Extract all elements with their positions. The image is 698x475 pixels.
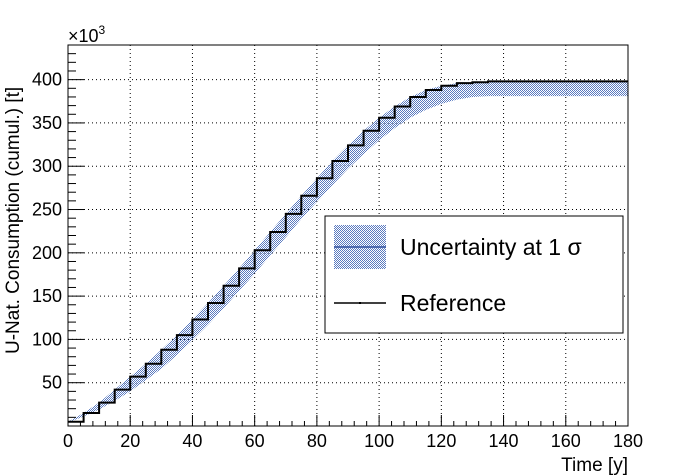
x-tick-label-4: 80 [307, 431, 327, 451]
x-tick-labels: 0 20 40 60 80 100 120 140 160 180 [63, 431, 643, 451]
legend-box [324, 215, 624, 334]
x-tick-label-9: 180 [613, 431, 643, 451]
reference-layer [68, 80, 628, 423]
y-tick-label-4: 250 [32, 200, 62, 220]
y-tick-label-0: 50 [42, 373, 62, 393]
reference-line [68, 80, 628, 423]
x-tick-label-3: 60 [245, 431, 265, 451]
x-tick-label-2: 40 [182, 431, 202, 451]
y-multiplier-exponent: 3 [99, 23, 106, 37]
x-axis-title: Time [y] [561, 455, 628, 475]
legend-label-reference: Reference [400, 290, 506, 316]
y-multiplier-label: ×103 [68, 23, 106, 46]
x-tick-label-1: 20 [120, 431, 140, 451]
y-multiplier-base: ×10 [68, 26, 99, 46]
y-tick-labels: 50 100 150 200 250 300 350 400 [32, 70, 62, 393]
axis-ticks [67, 44, 629, 427]
legend-reference-marker [359, 302, 361, 304]
legend: Uncertainty at 1 σ Reference [324, 215, 624, 334]
x-tick-label-0: 0 [63, 431, 73, 451]
y-tick-label-1: 100 [32, 329, 62, 349]
y-tick-label-5: 300 [32, 156, 62, 176]
y-tick-label-3: 200 [32, 243, 62, 263]
y-tick-label-7: 400 [32, 70, 62, 90]
y-axis-title: U-Nat. Consumption (cumul.) [t] [3, 87, 24, 354]
y-tick-label-6: 350 [32, 113, 62, 133]
x-tick-label-8: 160 [551, 431, 581, 451]
x-tick-label-7: 140 [489, 431, 519, 451]
legend-label-uncertainty: Uncertainty at 1 σ [400, 234, 582, 260]
y-tick-label-2: 150 [32, 286, 62, 306]
x-tick-label-5: 100 [364, 431, 394, 451]
x-tick-label-6: 120 [426, 431, 456, 451]
